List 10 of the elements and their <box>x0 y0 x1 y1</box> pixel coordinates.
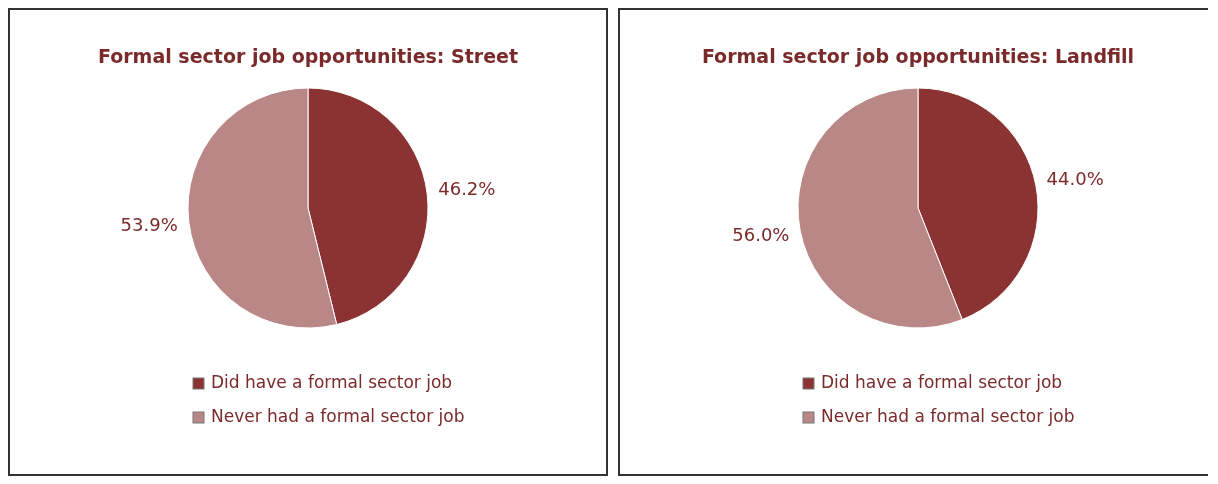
data-label: 44.0% <box>1046 167 1104 189</box>
chart-title: Formal sector job opportunities: Landfill <box>701 45 1135 67</box>
data-label: 53.9% <box>120 214 178 236</box>
legend-label: Did have a formal sector job <box>821 372 1063 392</box>
data-label: 56.0% <box>732 224 790 246</box>
data-label: 46.2% <box>438 177 496 199</box>
legend-label: Never had a formal sector job <box>821 406 1075 426</box>
chart-title: Formal sector job opportunities: Street <box>97 45 519 67</box>
legend-label: Did have a formal sector job <box>211 372 453 392</box>
legend-label: Never had a formal sector job <box>211 406 465 426</box>
